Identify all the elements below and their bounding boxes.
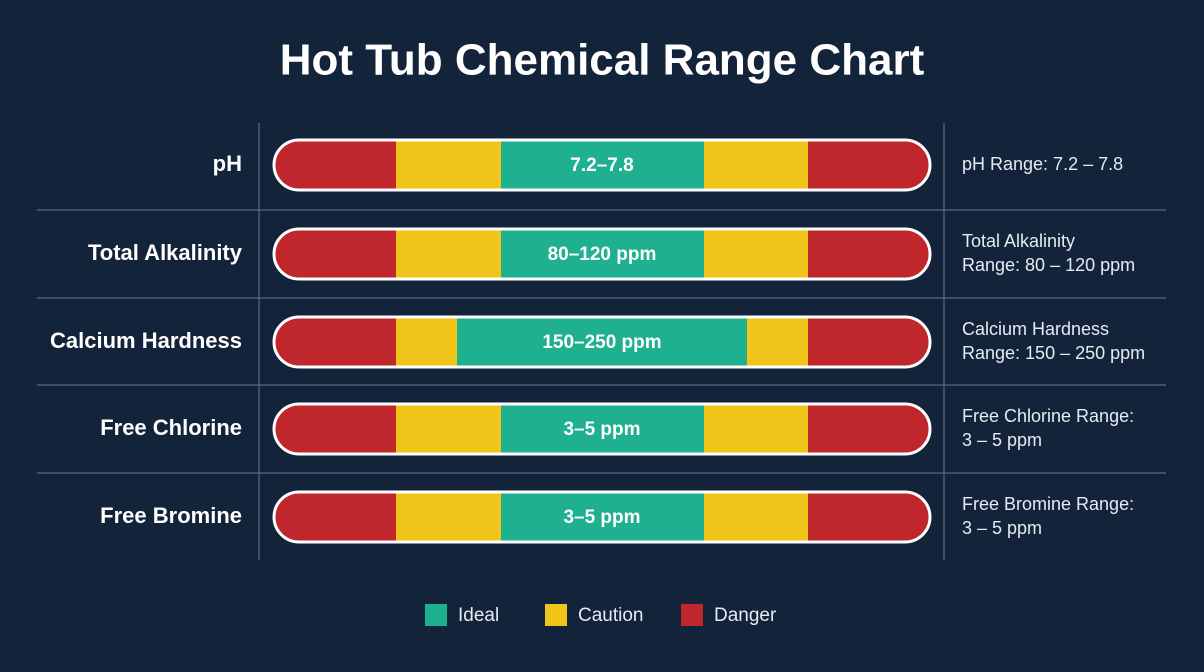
ideal-range: 3–5 ppm — [563, 507, 640, 528]
title: Hot Tub Chemical Range Chart — [280, 36, 925, 85]
range-segment — [274, 492, 396, 542]
range-segment — [704, 404, 808, 454]
range-segment — [704, 229, 808, 279]
range-segment — [274, 229, 396, 279]
ideal-range: 3–5 ppm — [563, 419, 640, 440]
row-label: pH — [213, 151, 242, 176]
bar-outline — [272, 315, 932, 369]
range-segment — [274, 140, 396, 190]
bar-outline — [272, 402, 932, 456]
range-description: Range: 80 – 120 ppm — [962, 255, 1135, 275]
range-description: 3 – 5 ppm — [962, 430, 1042, 450]
range-description: pH Range: 7.2 – 7.8 — [962, 154, 1123, 174]
row-label: Free Bromine — [100, 503, 242, 528]
legend-swatch — [425, 604, 447, 626]
range-segment — [501, 140, 704, 190]
row-label: Total Alkalinity — [88, 240, 243, 265]
legend-swatch — [545, 604, 567, 626]
range-segment — [808, 492, 930, 542]
range-description: Total Alkalinity — [962, 231, 1075, 251]
range-segment — [704, 140, 808, 190]
legend-label: Danger — [714, 605, 777, 626]
legend-label: Caution — [578, 605, 644, 626]
range-description: Free Chlorine Range: — [962, 406, 1134, 426]
range-segment — [274, 317, 396, 367]
range-segment — [747, 317, 808, 367]
row-label: Calcium Hardness — [50, 328, 242, 353]
bar-outline — [272, 138, 932, 192]
range-segment — [457, 317, 747, 367]
legend-label: Ideal — [458, 605, 499, 626]
range-description: Free Bromine Range: — [962, 494, 1134, 514]
range-bar — [274, 492, 930, 542]
range-segment — [396, 317, 457, 367]
range-segment — [396, 140, 501, 190]
range-bar — [274, 229, 930, 279]
ideal-range: 80–120 ppm — [548, 244, 657, 265]
range-segment — [396, 404, 501, 454]
range-segment — [396, 492, 501, 542]
range-description: Range: 150 – 250 ppm — [962, 343, 1145, 363]
ideal-range: 7.2–7.8 — [570, 155, 633, 176]
range-bar — [274, 317, 930, 367]
range-bar — [274, 140, 930, 190]
legend-swatch — [681, 604, 703, 626]
range-segment — [808, 317, 930, 367]
range-segment — [704, 492, 808, 542]
row-label: Free Chlorine — [100, 415, 242, 440]
range-segment — [501, 404, 704, 454]
range-segment — [808, 229, 930, 279]
range-segment — [808, 140, 930, 190]
range-description: 3 – 5 ppm — [962, 518, 1042, 538]
range-description: Calcium Hardness — [962, 319, 1109, 339]
range-segment — [396, 229, 501, 279]
range-segment — [808, 404, 930, 454]
bar-outline — [272, 490, 932, 544]
range-segment — [501, 229, 704, 279]
range-bar — [274, 404, 930, 454]
ideal-range: 150–250 ppm — [542, 332, 661, 353]
range-segment — [501, 492, 704, 542]
bar-outline — [272, 227, 932, 281]
range-segment — [274, 404, 396, 454]
